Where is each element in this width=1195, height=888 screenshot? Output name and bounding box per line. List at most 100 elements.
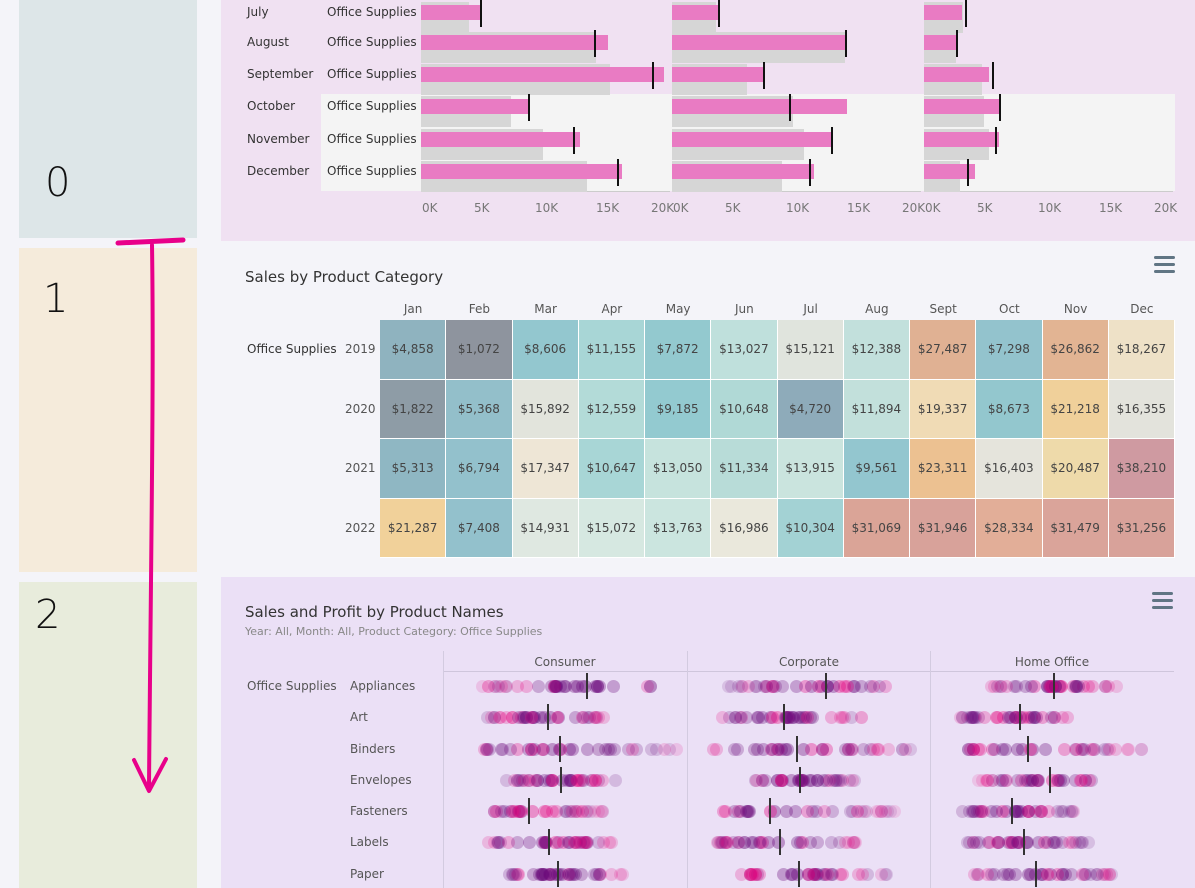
dot-mark — [971, 711, 985, 724]
dot-mark — [488, 805, 502, 818]
dot-mark — [966, 805, 980, 818]
dot-mark — [1034, 805, 1048, 818]
x-tick-label: 15K — [847, 201, 871, 215]
dot-mark — [577, 836, 591, 849]
heatmap-menu-icon[interactable] — [1154, 256, 1175, 275]
dot-mark — [536, 868, 550, 881]
dot-mark — [1005, 836, 1019, 849]
dot-mark — [783, 711, 797, 724]
heatmap-cell: $38,210 — [1108, 439, 1175, 499]
dot-mark — [535, 743, 549, 756]
dot-mark — [596, 711, 610, 724]
dot-mark — [670, 743, 684, 756]
dot-mark — [491, 836, 505, 849]
dot-plot-title: Sales and Profit by Product Names — [245, 603, 504, 621]
x-tick-label: 15K — [1099, 201, 1123, 215]
dot-mark — [576, 774, 590, 787]
dot-mark — [592, 868, 606, 881]
dot-mark — [522, 836, 536, 849]
dot-mark — [968, 711, 982, 724]
dot-mark — [555, 774, 569, 787]
median-mark — [783, 704, 785, 730]
dot-mark — [711, 836, 725, 849]
dot-mark — [744, 868, 758, 881]
dot-mark — [786, 711, 799, 724]
dot-mark — [538, 868, 552, 881]
dot-mark — [990, 680, 1004, 693]
month-header: May — [665, 302, 691, 316]
dot-mark — [566, 868, 580, 881]
dot-mark — [735, 711, 749, 724]
dot-mark — [1010, 774, 1024, 787]
dot-mark — [985, 774, 999, 787]
column-divider — [443, 651, 444, 888]
month-header: Aug — [865, 302, 889, 316]
subcategory-label: Art — [350, 710, 368, 724]
dot-mark — [991, 836, 1005, 849]
dot-mark — [571, 805, 585, 818]
median-mark — [798, 861, 800, 887]
dot-mark — [564, 868, 578, 881]
dot-mark — [848, 836, 862, 849]
median-mark — [528, 798, 530, 824]
dot-mark — [826, 805, 840, 818]
subcategory-label: Fasteners — [350, 804, 408, 818]
dot-mark — [981, 836, 995, 849]
x-tick-label: 5K — [977, 201, 993, 215]
dot-mark — [591, 680, 605, 693]
dot-mark — [1022, 805, 1036, 818]
dot-mark — [732, 836, 746, 849]
dot-mark — [884, 805, 898, 818]
dot-mark — [737, 836, 751, 849]
dot-mark — [503, 805, 517, 818]
dot-mark — [872, 743, 886, 756]
dot-mark — [525, 743, 538, 756]
segment-header: Corporate — [779, 655, 839, 669]
dot-mark — [748, 680, 762, 693]
heatmap-cell: $4,858 — [380, 320, 447, 380]
dot-mark — [849, 836, 863, 849]
dot-mark — [725, 680, 739, 693]
dot-mark — [717, 805, 731, 818]
dot-mark — [568, 711, 582, 724]
month-label: July — [247, 5, 269, 19]
dot-mark — [525, 711, 539, 724]
dot-mark — [754, 836, 768, 849]
target-mark — [762, 62, 765, 89]
dot-mark — [1088, 743, 1102, 756]
target-mark — [966, 159, 969, 186]
dot-mark — [1074, 774, 1088, 787]
dot-mark — [846, 836, 860, 849]
heatmap-cell: $21,218 — [1042, 379, 1109, 439]
dot-mark — [538, 774, 551, 787]
heatmap-cell: $9,561 — [843, 439, 910, 499]
dot-mark — [607, 743, 621, 756]
dot-mark — [1076, 743, 1090, 756]
median-mark — [1049, 767, 1051, 793]
heatmap-cell: $14,931 — [512, 498, 579, 558]
dot-mark — [1055, 711, 1069, 724]
value-bar — [924, 164, 976, 179]
dot-mark — [1054, 774, 1068, 787]
x-tick-label: 15K — [596, 201, 620, 215]
dot-mark — [1027, 680, 1041, 693]
dot-mark — [549, 680, 563, 693]
dot-mark — [561, 868, 575, 881]
dot-mark — [539, 805, 553, 818]
dot-mark — [836, 868, 850, 881]
step-0-label: 0 — [45, 160, 71, 206]
dot-mark — [1078, 868, 1091, 881]
dot-mark — [996, 711, 1010, 724]
dot-mark — [565, 743, 579, 756]
dot-plot-menu-icon[interactable] — [1152, 592, 1173, 611]
heatmap-cell: $12,388 — [843, 320, 910, 380]
dot-mark — [1056, 868, 1070, 881]
dot-mark — [528, 774, 542, 787]
dot-mark — [1084, 743, 1098, 756]
dot-mark — [794, 836, 808, 849]
dot-mark — [728, 711, 742, 724]
dot-mark — [1071, 680, 1085, 693]
heatmap-cell: $12,559 — [578, 379, 645, 439]
x-tick-label: 0K — [673, 201, 689, 215]
dot-mark — [580, 805, 594, 818]
